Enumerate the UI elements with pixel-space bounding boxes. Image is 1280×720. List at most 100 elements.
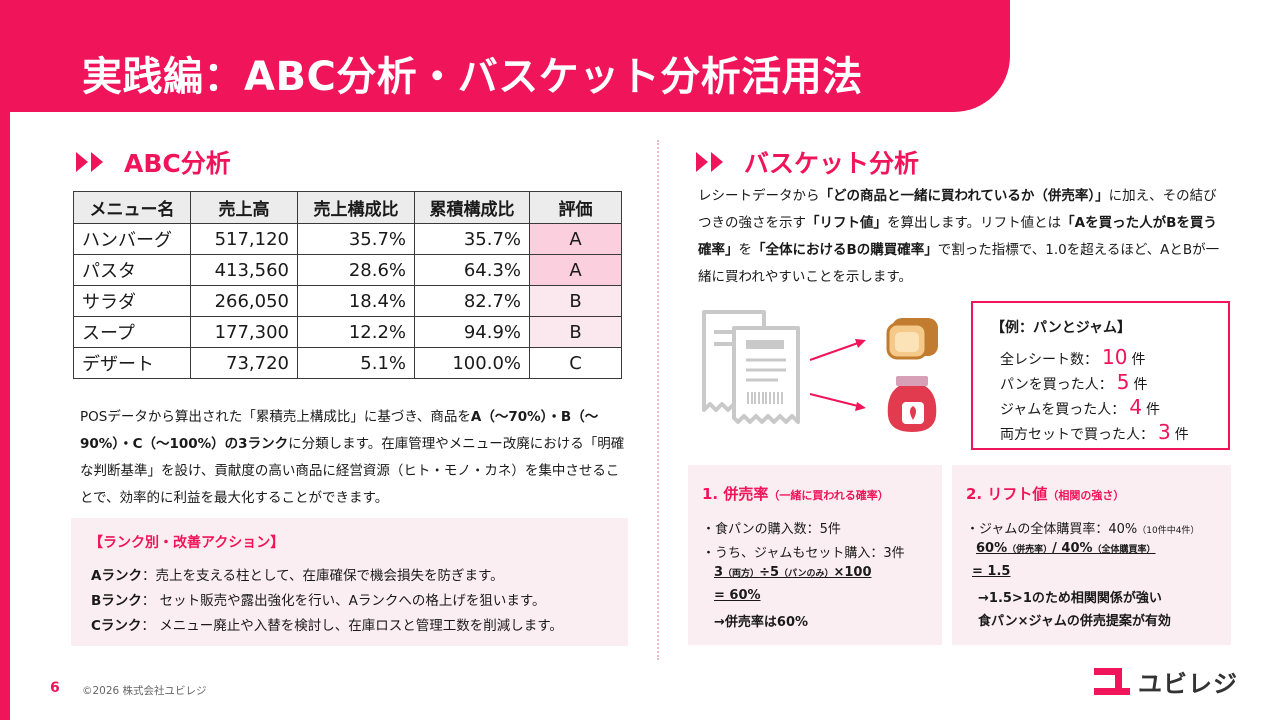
card-line: ・食パンの購入数：5件: [702, 522, 841, 537]
example-value: 10: [1102, 345, 1128, 369]
desc-text: を算出します。リフト値とは: [887, 215, 1062, 231]
example-value: 3: [1158, 420, 1171, 444]
abc-heading-text: ABC分析: [124, 149, 231, 178]
cell-sales: 266,050: [190, 285, 298, 317]
example-unit: 件: [1174, 427, 1189, 443]
formula-line: 3（両方）÷5（パンのみ）×100: [714, 565, 872, 580]
left-accent-bar: [0, 0, 10, 720]
example-value: 4: [1129, 395, 1143, 419]
formula-note: （パンのみ）: [779, 569, 834, 579]
desc-bold: 「Aを買った人がBを買う確率」: [698, 215, 1217, 258]
rank-label: Bランク: [91, 593, 142, 609]
cell-sales: 73,720: [190, 347, 298, 379]
abc-section-heading: ABC分析: [76, 144, 231, 180]
abc-desc-ranks: A（〜70%）・B（〜90%）・C（〜100%）の3ランク: [80, 409, 599, 452]
example-title: 【例：パンとジャム】: [991, 320, 1131, 336]
rank-text: ： メニュー廃止や入替を検討し、在庫ロスと管理工数を削減します。: [141, 618, 563, 634]
lift-value-card: 2. リフト値（相関の強さ） ・ジャムの全体購買率：40%（10件中4件） 60…: [952, 465, 1231, 645]
card-line: ・うち、ジャムもセット購入：3件: [702, 546, 905, 561]
example-row: 全レシート数： 10 件: [1000, 345, 1145, 369]
abc-desc-text-2: に分類します。在庫管理やメニュー改廃における「明確な判断基準」を設け、貢献度の高…: [80, 436, 625, 506]
rank-text: ：売上を支える柱として、在庫確保で機会損失を防ぎます。: [141, 568, 504, 584]
formula-part: 60%: [976, 541, 1008, 556]
cell-cumulative: 100.0%: [414, 347, 530, 379]
cell-grade: B: [529, 316, 622, 348]
cell-sales: 413,560: [190, 254, 298, 286]
formula-part: / 40%: [1052, 541, 1093, 556]
cell-grade: A: [529, 223, 622, 255]
cell-share: 18.4%: [297, 285, 415, 317]
example-label: ジャムを買った人：: [1000, 402, 1126, 418]
card-title-note: （一緒に買われる確率）: [768, 489, 889, 502]
cell-cumulative: 82.7%: [414, 285, 530, 317]
copyright: ©2026 株式会社ユビレジ: [82, 685, 207, 697]
card-title-text: 2. リフト値: [966, 485, 1048, 503]
arrow-to-jam: [809, 393, 866, 411]
rank-action-c: Cランク： メニュー廃止や入替を検討し、在庫ロスと管理工数を削減します。: [91, 614, 563, 634]
cell-cumulative: 64.3%: [414, 254, 530, 286]
cell-grade: A: [529, 254, 622, 286]
cell-menu: ハンバーグ: [73, 223, 191, 255]
formula-note: （両方）: [723, 569, 760, 579]
page-title: 実践編：ABC分析・バスケット分析活用法: [82, 54, 863, 100]
example-label: パンを買った人：: [1000, 377, 1113, 393]
desc-bold: 「リフト値」: [806, 215, 887, 231]
card-line: ・ジャムの全体購買率：40%（10件中4件）: [966, 518, 1199, 537]
formula-line: 60%（併売率）/ 40%（全体購買率）: [976, 541, 1156, 556]
cell-share: 5.1%: [297, 347, 415, 379]
rank-actions-panel: 【ランク別・改善アクション】 Aランク：売上を支える柱として、在庫確保で機会損失…: [71, 518, 628, 646]
card-title: 2. リフト値（相関の強さ）: [966, 483, 1124, 504]
example-row: ジャムを買った人： 4 件: [1000, 395, 1160, 419]
example-unit: 件: [1133, 377, 1148, 393]
cell-sales: 517,120: [190, 223, 298, 255]
receipt-icon: [732, 326, 800, 424]
col-menu-name: メニュー名: [73, 191, 191, 224]
col-cumulative: 累積構成比: [414, 191, 530, 224]
rank-action-a: Aランク：売上を支える柱として、在庫確保で機会損失を防ぎます。: [91, 564, 504, 584]
card-line-text: ・ジャムの全体購買率：40%: [966, 522, 1138, 537]
cell-cumulative: 94.9%: [414, 316, 530, 348]
logo-mark-icon: [1094, 667, 1130, 695]
column-divider: [657, 140, 659, 660]
title-band: 実践編：ABC分析・バスケット分析活用法: [0, 0, 1010, 112]
formula-part: ×100: [833, 565, 872, 580]
cell-share: 28.6%: [297, 254, 415, 286]
desc-text: に加え、その結びつきの強さを示す: [698, 188, 1217, 231]
example-box: 【例：パンとジャム】 全レシート数： 10 件 パンを買った人： 5 件 ジャムを買った…: [971, 301, 1230, 450]
rank-label: Aランク: [91, 568, 142, 584]
col-share: 売上構成比: [297, 191, 415, 224]
card-title: 1. 併売率（一緒に買われる確率）: [702, 483, 889, 504]
cell-menu: パスタ: [73, 254, 191, 286]
table-row: スープ 177,300 12.2% 94.9% B: [73, 316, 622, 348]
desc-text: レシートデータから: [698, 188, 820, 204]
jam-jar-icon: [887, 376, 937, 432]
company-logo: ユビレジ: [1092, 664, 1238, 699]
table-row: ハンバーグ 517,120 35.7% 35.7% A: [73, 223, 622, 255]
formula-note: （全体購買率）: [1092, 545, 1156, 555]
cell-menu: スープ: [73, 316, 191, 348]
example-unit: 件: [1146, 402, 1161, 418]
co-purchase-card: 1. 併売率（一緒に買われる確率） ・食パンの購入数：5件 ・うち、ジャムもセッ…: [688, 465, 942, 645]
arrow-to-bread: [809, 339, 866, 361]
cell-sales: 177,300: [190, 316, 298, 348]
card-conclusion: 食パン×ジャムの併売提案が有効: [978, 614, 1171, 629]
double-arrow-icon: [696, 152, 723, 172]
rank-actions-title: 【ランク別・改善アクション】: [89, 535, 285, 551]
desc-bold: 「どの商品と一緒に買われているか（併売率）」: [819, 188, 1109, 204]
example-label: 全レシート数：: [1000, 352, 1098, 368]
card-title-note: （相関の強さ）: [1047, 489, 1125, 502]
example-unit: 件: [1131, 352, 1146, 368]
example-label: 両方セットで買った人：: [1000, 427, 1154, 443]
basket-section-heading: バスケット分析: [696, 144, 919, 180]
formula-result: = 60%: [714, 588, 761, 603]
cell-share: 12.2%: [297, 316, 415, 348]
rank-label: Cランク: [91, 618, 142, 634]
card-conclusion: →1.5>1のため相関関係が強い: [978, 591, 1162, 606]
bread-icon: [886, 318, 938, 360]
cell-menu: サラダ: [73, 285, 191, 317]
example-row: パンを買った人： 5 件: [1000, 370, 1147, 394]
desc-bold: 「全体におけるBの購買確率」: [752, 242, 938, 258]
page-number: 6: [50, 680, 60, 696]
cell-share: 35.7%: [297, 223, 415, 255]
example-value: 5: [1116, 370, 1130, 394]
